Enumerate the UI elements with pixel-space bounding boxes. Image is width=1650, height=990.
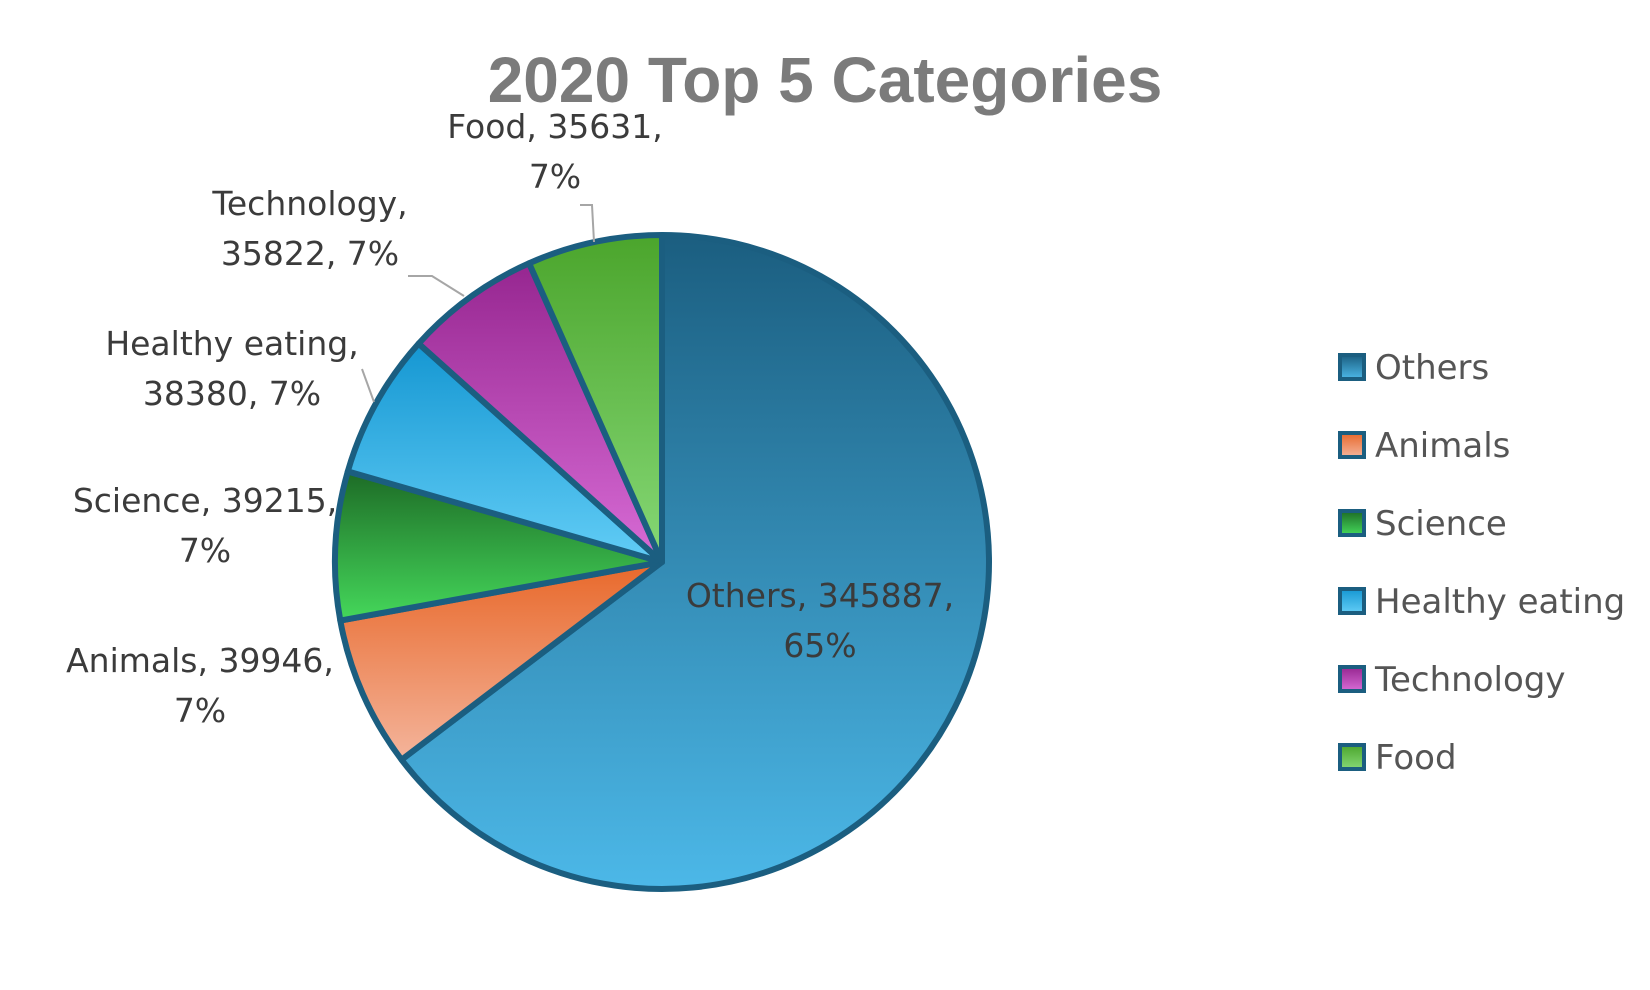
data-label-line: Others, 345887, [686, 576, 954, 615]
data-label-animals: Animals, 39946, 7% [66, 641, 334, 730]
data-label-science: Science, 39215, 7% [73, 481, 337, 570]
legend-swatch-technology [1338, 665, 1366, 693]
data-label-line: 7% [174, 691, 226, 730]
data-label-line: Healthy eating, [105, 324, 358, 363]
legend-item-science: Science [1338, 504, 1507, 544]
legend-swatch-science [1338, 509, 1366, 537]
legend-label-others: Others [1375, 348, 1489, 388]
leader-line-technology [408, 275, 465, 297]
legend-label-science: Science [1375, 504, 1507, 544]
legend-label-food: Food [1375, 738, 1457, 778]
data-label-others: Others, 345887, 65% [686, 576, 954, 665]
data-label-line: 65% [783, 626, 856, 665]
pie-slice-animals [337, 559, 665, 763]
legend-item-technology: Technology [1338, 660, 1565, 700]
legend: Others Animals Science Healthy eating Techno… [1338, 348, 1625, 778]
legend-swatch-others [1338, 353, 1366, 381]
pie-slice-healthy-eating [344, 340, 665, 565]
legend-item-animals: Animals [1338, 426, 1510, 466]
pie-slice-food [526, 232, 665, 565]
data-label-food: Food, 35631, 7% [447, 107, 663, 196]
legend-label-technology: Technology [1374, 660, 1565, 700]
pie-slices [332, 232, 992, 892]
data-label-line: 38380, 7% [143, 374, 321, 413]
legend-label-healthy-eating: Healthy eating [1375, 582, 1625, 622]
data-label-line: Technology, [211, 184, 407, 223]
data-label-line: Food, 35631, [447, 107, 663, 146]
pie-slice-science [332, 468, 665, 624]
legend-label-animals: Animals [1375, 426, 1510, 466]
leader-lines [361, 204, 595, 403]
legend-item-healthy-eating: Healthy eating [1338, 582, 1625, 622]
data-label-line: Animals, 39946, [66, 641, 334, 680]
data-label-healthy-eating: Healthy eating, 38380, 7% [105, 324, 358, 413]
data-labels: Others, 345887, 65%Animals, 39946, 7%Scien… [66, 107, 954, 730]
pie-slice-technology [415, 260, 665, 565]
leader-line-food [580, 204, 595, 243]
legend-item-others: Others [1338, 348, 1489, 388]
data-label-line: Science, 39215, [73, 481, 337, 520]
legend-swatch-healthy-eating [1338, 587, 1366, 615]
data-label-line: 7% [529, 157, 581, 196]
data-label-technology: Technology, 35822, 7% [211, 184, 407, 273]
legend-swatch-animals [1338, 431, 1366, 459]
chart-title: 2020 Top 5 Categories [488, 44, 1163, 116]
legend-swatch-food [1338, 743, 1366, 771]
data-label-line: 7% [179, 531, 231, 570]
pie-slice-others [398, 232, 992, 892]
data-label-line: 35822, 7% [221, 234, 399, 273]
legend-item-food: Food [1338, 738, 1457, 778]
leader-line-healthy-eating [361, 368, 375, 403]
